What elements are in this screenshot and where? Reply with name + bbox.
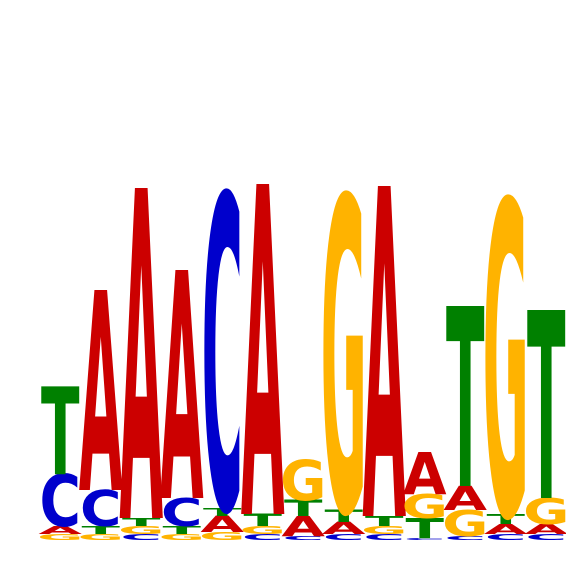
letter-A: A xyxy=(160,207,204,566)
letter-A: A xyxy=(403,441,447,508)
letter-A: A xyxy=(79,235,123,555)
letter-T: T xyxy=(527,260,565,560)
letter-T: T xyxy=(446,259,484,546)
letter-T: T xyxy=(41,364,79,504)
letter-A: A xyxy=(362,98,406,566)
letter-A: A xyxy=(241,96,285,566)
letter-C: C xyxy=(202,110,243,566)
letter-G: G xyxy=(321,112,367,566)
letter-A: A xyxy=(119,100,163,566)
letter-G: G xyxy=(483,116,529,566)
letter-G: G xyxy=(280,450,326,514)
